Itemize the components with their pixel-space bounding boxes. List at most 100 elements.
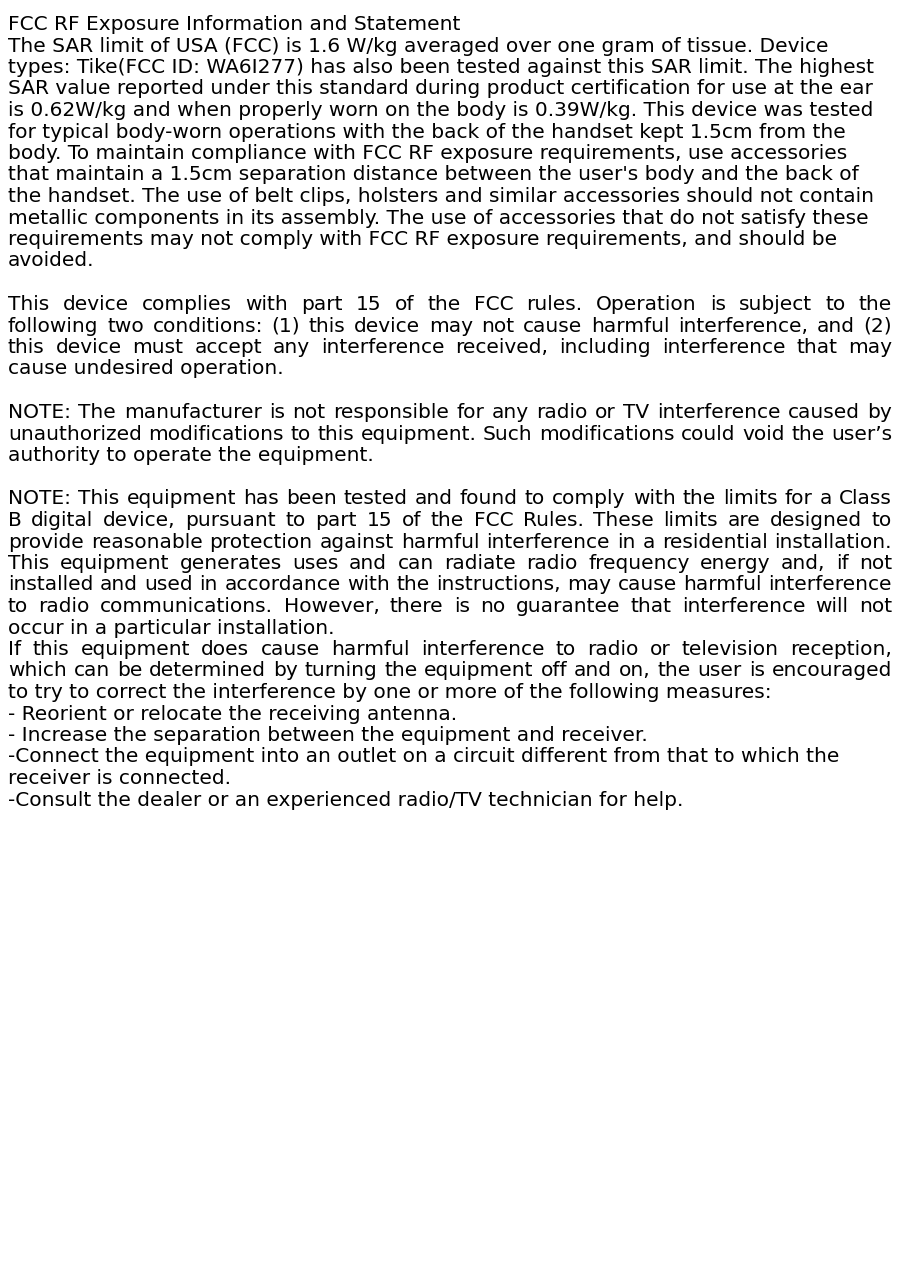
Text: in: in [199,576,218,595]
Text: limits: limits [723,489,778,508]
Text: harmful: harmful [331,640,410,659]
Text: not: not [858,554,892,573]
Text: authority to operate the equipment.: authority to operate the equipment. [8,446,374,465]
Text: accept: accept [195,339,262,358]
Text: may: may [429,317,473,336]
Text: part: part [301,295,343,314]
Text: the: the [658,662,691,681]
Text: equipment: equipment [81,640,190,659]
Text: this: this [32,640,69,659]
Text: and: and [349,554,388,573]
Text: - Reorient or relocate the receiving antenna.: - Reorient or relocate the receiving ant… [8,705,457,724]
Text: interference: interference [769,576,892,595]
Text: conditions:: conditions: [152,317,263,336]
Text: FCC RF Exposure Information and Statement: FCC RF Exposure Information and Statemen… [8,15,460,34]
Text: that maintain a 1.5cm separation distance between the user's body and the back o: that maintain a 1.5cm separation distanc… [8,166,858,185]
Text: to: to [525,489,545,508]
Text: does: does [201,640,249,659]
Text: part: part [316,511,357,530]
Text: and: and [817,317,855,336]
Text: for typical body-worn operations with the back of the handset kept 1.5cm from th: for typical body-worn operations with th… [8,123,846,142]
Text: digital: digital [31,511,93,530]
Text: TV: TV [623,403,649,422]
Text: Rules.: Rules. [523,511,584,530]
Text: types: Tike(FCC ID: WA6I277) has also been tested against this SAR limit. The hi: types: Tike(FCC ID: WA6I277) has also be… [8,58,874,77]
Text: interference: interference [486,533,610,552]
Text: occur in a particular installation.: occur in a particular installation. [8,619,335,638]
Text: instructions,: instructions, [436,576,561,595]
Text: are: are [727,511,761,530]
Text: or: or [595,403,616,422]
Text: interference: interference [657,403,780,422]
Text: - Increase the separation between the equipment and receiver.: - Increase the separation between the eq… [8,727,648,746]
Text: the: the [384,662,417,681]
Text: of: of [402,511,422,530]
Text: This: This [8,554,49,573]
Text: modifications: modifications [539,425,675,444]
Text: This: This [78,489,119,508]
Text: following: following [8,317,99,336]
Text: any: any [273,339,310,358]
Text: to: to [825,295,846,314]
Text: can: can [74,662,109,681]
Text: will: will [815,597,849,616]
Text: avoided.: avoided. [8,251,94,270]
Text: of: of [395,295,414,314]
Text: two: two [107,317,144,336]
Text: body. To maintain compliance with FCC RF exposure requirements, use accessories: body. To maintain compliance with FCC RF… [8,145,848,164]
Text: no: no [480,597,505,616]
Text: unauthorized: unauthorized [8,425,142,444]
Text: complies: complies [142,295,231,314]
Text: which: which [8,662,66,681]
Text: NOTE:: NOTE: [8,403,71,422]
Text: FCC: FCC [474,295,513,314]
Text: provide: provide [8,533,83,552]
Text: -Connect the equipment into an outlet on a circuit different from that to which : -Connect the equipment into an outlet on… [8,748,840,766]
Text: by: by [273,662,298,681]
Text: harmful: harmful [684,576,762,595]
Text: to: to [291,425,310,444]
Text: the handset. The use of belt clips, holsters and similar accessories should not : the handset. The use of belt clips, hols… [8,186,874,205]
Text: device: device [56,339,122,358]
Text: NOTE:: NOTE: [8,489,71,508]
Text: television: television [682,640,779,659]
Text: If: If [8,640,22,659]
Text: radio: radio [527,554,578,573]
Text: including: including [559,339,651,358]
Text: 15: 15 [367,511,392,530]
Text: interference,: interference, [678,317,808,336]
Text: by: by [867,403,892,422]
Text: could: could [681,425,736,444]
Text: designed: designed [770,511,862,530]
Text: that: that [797,339,837,358]
Text: SAR value reported under this standard during product certification for use at t: SAR value reported under this standard d… [8,80,873,99]
Text: radio: radio [536,403,588,422]
Text: receiver is connected.: receiver is connected. [8,768,231,787]
Text: may: may [848,339,892,358]
Text: is: is [749,662,765,681]
Text: this: this [8,339,45,358]
Text: cause: cause [523,317,582,336]
Text: and,: and, [781,554,825,573]
Text: the: the [683,489,716,508]
Text: is: is [269,403,285,422]
Text: be: be [117,662,142,681]
Text: and: and [414,489,453,508]
Text: interference: interference [682,597,806,616]
Text: -Consult the dealer or an experienced radio/TV technician for help.: -Consult the dealer or an experienced ra… [8,790,684,809]
Text: on,: on, [619,662,650,681]
Text: limits: limits [664,511,718,530]
Text: a: a [642,533,655,552]
Text: with: with [632,489,675,508]
Text: cause undesired operation.: cause undesired operation. [8,360,283,379]
Text: against: against [319,533,394,552]
Text: caused: caused [788,403,860,422]
Text: manufacturer: manufacturer [124,403,262,422]
Text: is: is [710,295,726,314]
Text: any: any [492,403,529,422]
Text: this: this [318,425,354,444]
Text: installed: installed [8,576,93,595]
Text: with: with [245,295,288,314]
Text: not: not [292,403,326,422]
Text: equipment: equipment [126,489,236,508]
